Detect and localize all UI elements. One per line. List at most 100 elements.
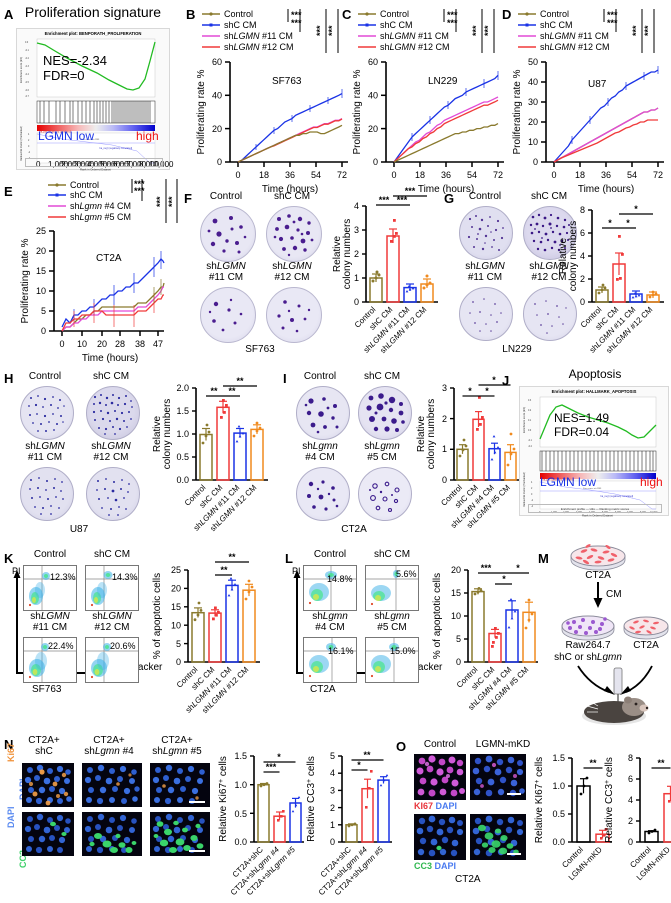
svg-text:0: 0 (176, 657, 181, 667)
svg-text:36: 36 (441, 170, 451, 180)
svg-text:Control: Control (540, 9, 569, 19)
svg-text:0.5: 0.5 (552, 809, 565, 819)
svg-text:Relative CC3+ cells: Relative CC3+ cells (604, 757, 616, 843)
panel-f-dish-3 (266, 287, 322, 343)
svg-text:0.0: 0.0 (552, 837, 565, 847)
panel-m-label: M (538, 551, 549, 566)
panel-m-mid-right-label: CT2A (633, 640, 659, 651)
svg-text:***: *** (379, 195, 390, 205)
svg-text:2: 2 (442, 414, 447, 424)
gsea-a-header: Enrichment plot: BENPORATH_PROLIFERATION (44, 31, 142, 36)
svg-text:0: 0 (217, 157, 222, 167)
panel-g-bar-chart: 8 6 4 2 0 Relative colony numbers * * * … (558, 204, 664, 355)
gsea-j-header: Enrichment plot: HALLMARK_APOPTOSIS (551, 389, 637, 394)
panel-l-axis-arrows (293, 570, 301, 672)
panel-l-y-axis-flow: PI (292, 566, 301, 576)
svg-text:0: 0 (41, 326, 46, 336)
svg-text:-2: -2 (28, 152, 31, 154)
panel-o-img-0-1 (470, 754, 526, 800)
svg-text:'na_pos' (positively correlate: 'na_pos' (positively correlated) (39, 131, 71, 134)
svg-text:4: 4 (628, 795, 633, 805)
panel-b-chart: Control shC CM shLGMN #11 CM shLGMN #12 … (196, 9, 348, 195)
panel-n-row1-label-ki67: Ki67 (6, 742, 16, 762)
panel-g-dish-label-0: Control (468, 191, 502, 202)
panel-a-fdr: FDR=0 (43, 68, 85, 83)
svg-text:1.0: 1.0 (234, 780, 247, 790)
panel-l-quad-label-1: shC CM (373, 549, 411, 560)
svg-text:-4: -4 (28, 158, 31, 160)
panel-m-diagram: CT2A CM Raw264.7 CT2A shC or shLgmn (554, 544, 669, 725)
svg-text:5: 5 (176, 639, 181, 649)
svg-text:20: 20 (368, 124, 378, 134)
svg-text:***: *** (134, 186, 145, 196)
svg-text:Proliferating rate %: Proliferating rate % (512, 69, 523, 154)
svg-text:Time (hours): Time (hours) (82, 353, 138, 364)
panel-k-quad-label-1: shC CM (93, 549, 131, 560)
svg-text:54: 54 (311, 170, 321, 180)
svg-text:10,000: 10,000 (149, 160, 174, 169)
panel-j-high-label: high (640, 475, 663, 489)
svg-text:***: *** (397, 195, 408, 205)
panel-a-high-label: high (136, 129, 159, 143)
svg-text:28: 28 (115, 339, 125, 349)
panel-m-mid-right-dish (623, 616, 669, 640)
panel-k-cellline: SF763 (32, 684, 62, 695)
svg-text:3: 3 (330, 786, 335, 796)
panel-n-ki67-chart: 1.5 1.0 0.5 0.0 Relative Ki67+ cells * *… (218, 751, 304, 897)
svg-text:Relative: Relative (332, 236, 343, 273)
svg-text:30: 30 (528, 97, 538, 107)
svg-text:-0.2: -0.2 (528, 446, 533, 448)
svg-text:20: 20 (451, 565, 461, 575)
svg-text:**: ** (220, 565, 228, 575)
panel-n-col-title-2: CT2A+ shLgmn #5 (152, 735, 202, 757)
svg-text:0: 0 (36, 160, 41, 169)
panel-f-dish-label-1: shC CM (273, 191, 311, 202)
svg-text:**: ** (228, 552, 236, 562)
svg-text:0.2: 0.2 (528, 410, 532, 412)
panel-h-dish-2 (20, 467, 74, 521)
svg-text:colony numbers: colony numbers (162, 399, 173, 470)
svg-text:Ranked list metric (PreRanked): Ranked list metric (PreRanked) (20, 126, 23, 161)
svg-text:shLGMN #12 CM: shLGMN #12 CM (224, 42, 294, 52)
panel-k-flow-0 (23, 565, 77, 611)
panel-o-bottom-label: CT2A (455, 874, 481, 885)
panel-j-fdr: FDR=0.04 (554, 425, 610, 439)
svg-text:0.5: 0.5 (176, 452, 189, 462)
svg-text:0: 0 (456, 657, 461, 667)
panel-o-scalebar-bottom (507, 853, 521, 855)
svg-text:0: 0 (551, 170, 556, 180)
panel-o-img-1-0 (414, 814, 466, 860)
panel-k-quad-label-2: shLGMN #11 CM (30, 611, 70, 633)
svg-text:-0.1: -0.1 (25, 50, 30, 52)
svg-text:-0.7: -0.7 (25, 96, 30, 98)
panel-e-cellline: CT2A (96, 253, 122, 264)
svg-text:20: 20 (528, 117, 538, 127)
svg-text:2,000: 2,000 (61, 160, 82, 169)
svg-text:-0.1: -0.1 (528, 440, 533, 442)
panel-f-dish-label-3: shLGMN #12 CM (272, 261, 312, 283)
svg-text:0: 0 (628, 837, 633, 847)
svg-text:Enrichment score (ES): Enrichment score (ES) (19, 57, 23, 83)
svg-text:5: 5 (41, 306, 46, 316)
svg-text:*: * (502, 574, 506, 584)
panel-m-mouse (582, 696, 649, 725)
svg-text:8: 8 (628, 753, 633, 763)
panel-h-bar-chart: 2.0 1.5 1.0 0.5 0.0 Relative colony numb… (152, 376, 268, 533)
panel-o-ki67-chart: 1.5 1.0 0.5 0.0 Relative KI67+ cells ** … (534, 753, 612, 882)
panel-b-legend: Control shC CM shLGMN #11 CM shLGMN #12 … (202, 9, 294, 52)
svg-text:18: 18 (575, 170, 585, 180)
svg-text:0: 0 (28, 146, 30, 148)
svg-text:***: *** (405, 186, 416, 196)
panel-o-scalebar-top (507, 793, 521, 795)
svg-text:***: *** (134, 179, 145, 189)
svg-text:-0.6: -0.6 (25, 90, 30, 92)
svg-text:shLGMN #11 CM: shLGMN #11 CM (224, 31, 293, 41)
svg-text:**: ** (228, 386, 236, 396)
svg-text:2: 2 (330, 803, 335, 813)
panel-g-dish-0 (459, 206, 513, 260)
panel-f-dish-2 (200, 287, 256, 343)
svg-text:Zero cross at 4193: Zero cross at 4193 (583, 487, 602, 490)
svg-text:Proliferating rate %: Proliferating rate % (196, 69, 207, 154)
svg-text:0.0: 0.0 (25, 42, 29, 44)
svg-text:*: * (626, 218, 630, 228)
